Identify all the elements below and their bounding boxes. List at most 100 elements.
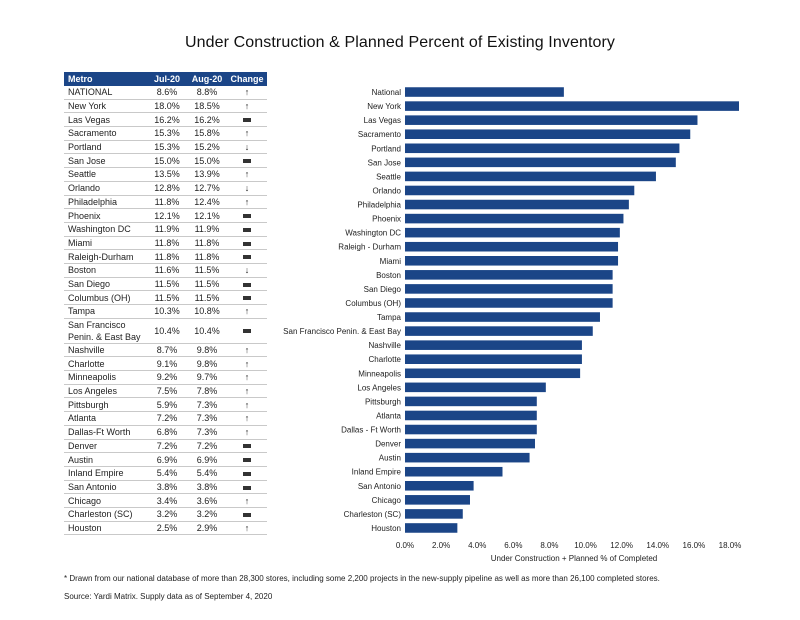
category-label: San Jose [368,158,402,167]
row-metro-cell: Los Angeles [64,384,147,399]
row-aug-cell: 11.9% [187,222,227,237]
row-change-cell [227,318,267,344]
row-aug-cell: 3.2% [187,507,227,522]
row-aug-cell: 10.4% [187,318,227,344]
category-label: Philadelphia [357,201,401,210]
table-row: Houston 2.5% 2.9% ↑ [64,521,267,536]
row-jul-cell: 18.0% [147,99,187,114]
row-aug-cell: 15.8% [187,126,227,141]
row-aug-cell: 12.1% [187,208,227,223]
flat-dash-icon [243,512,251,517]
arrow-down-icon: ↓ [244,142,250,153]
row-metro-cell: San Jose [64,153,147,169]
table-row: Las Vegas 16.2% 16.2% [64,112,267,128]
row-change-cell [227,507,267,522]
arrow-up-icon: ↑ [244,345,250,356]
row-change-cell: ↑ [227,86,267,100]
row-aug-cell: 7.2% [187,439,227,454]
flat-dash-icon [243,444,251,449]
row-change-cell: ↑ [227,99,267,114]
category-label: Pittsburgh [365,397,401,406]
table-row: Nashville 8.7% 9.8% ↑ [64,343,267,358]
bar [405,410,537,421]
category-label: Los Angeles [357,383,401,392]
row-metro-cell: Chicago [64,493,147,508]
row-change-cell: ↑ [227,167,267,182]
row-jul-cell: 6.8% [147,425,187,440]
row-metro-cell: San Francisco Penin. & East Bay [64,318,147,344]
row-jul-cell: 7.2% [147,411,187,426]
row-aug-cell: 7.8% [187,384,227,399]
bar [405,368,581,379]
bar [405,171,656,182]
category-label: Seattle [376,172,401,181]
header-change: Change [227,72,267,86]
flat-dash-icon [243,458,251,463]
row-aug-cell: 9.8% [187,343,227,358]
x-tick-label: 0.0% [396,541,414,550]
bar [405,87,564,97]
x-tick-label: 2.0% [432,541,450,550]
row-change-cell: ↑ [227,356,267,372]
row-change-cell [227,439,267,454]
table-row: San Antonio 3.8% 3.8% [64,480,267,495]
category-label: Austin [379,454,401,463]
header-metro: Metro [64,72,147,86]
flat-dash-icon [243,485,251,490]
table-row: Chicago 3.4% 3.6% ↑ [64,493,267,508]
row-metro-cell: Atlanta [64,411,147,426]
row-jul-cell: 13.5% [147,167,187,182]
row-metro-cell: San Diego [64,277,147,292]
x-tick-label: 12.0% [610,541,633,550]
category-label: San Francisco Penin. & East Bay [283,327,401,336]
category-label: Atlanta [376,411,401,420]
row-change-cell: ↑ [227,384,267,399]
row-metro-cell: San Antonio [64,480,147,495]
row-jul-cell: 3.2% [147,507,187,522]
source-note: Source: Yardi Matrix. Supply data as of … [64,592,273,601]
row-change-cell [227,480,267,495]
bar [405,199,629,210]
row-change-cell: ↑ [227,521,267,536]
row-jul-cell: 8.6% [147,86,187,100]
category-label: Las Vegas [364,116,401,125]
row-change-cell [227,236,267,251]
table-row: San Francisco Penin. & East Bay 10.4% 10.4… [64,318,267,344]
bar [405,509,463,519]
flat-dash-icon [243,329,251,334]
arrow-up-icon: ↑ [244,386,250,397]
row-jul-cell: 12.8% [147,181,187,196]
table-row: San Diego 11.5% 11.5% [64,277,267,292]
row-change-cell [227,222,267,237]
x-tick-label: 8.0% [540,541,558,550]
x-axis-label: Under Construction + Planned % of Comple… [491,554,658,563]
row-metro-cell: Seattle [64,167,147,182]
row-aug-cell: 11.8% [187,249,227,264]
x-tick-label: 14.0% [646,541,669,550]
arrow-up-icon: ↑ [244,372,250,383]
row-aug-cell: 9.7% [187,370,227,385]
flat-dash-icon [243,214,251,219]
bar [405,312,600,322]
table-row: NATIONAL 8.6% 8.8% ↑ [64,86,267,100]
table-row: Washington DC 11.9% 11.9% [64,222,267,237]
row-jul-cell: 7.5% [147,384,187,399]
chart-title: Under Construction & Planned Percent of … [184,34,616,51]
category-label: Charleston (SC) [344,510,402,519]
category-label: New York [367,102,402,111]
row-jul-cell: 11.9% [147,222,187,237]
table-header-row: Metro Jul-20 Aug-20 Change [64,72,267,86]
row-metro-cell: Boston [64,263,147,278]
x-tick-label: 6.0% [504,541,522,550]
arrow-up-icon: ↑ [244,87,250,98]
row-change-cell: ↑ [227,304,267,319]
footnote: * Drawn from our national database of mo… [64,574,660,583]
table-row: Orlando 12.8% 12.7% ↓ [64,181,267,196]
row-aug-cell: 7.3% [187,425,227,440]
row-jul-cell: 5.9% [147,397,187,413]
row-change-cell: ↑ [227,343,267,358]
row-aug-cell: 11.5% [187,290,227,305]
row-aug-cell: 13.9% [187,167,227,182]
header-aug: Aug-20 [187,72,227,86]
row-metro-cell: Inland Empire [64,466,147,481]
